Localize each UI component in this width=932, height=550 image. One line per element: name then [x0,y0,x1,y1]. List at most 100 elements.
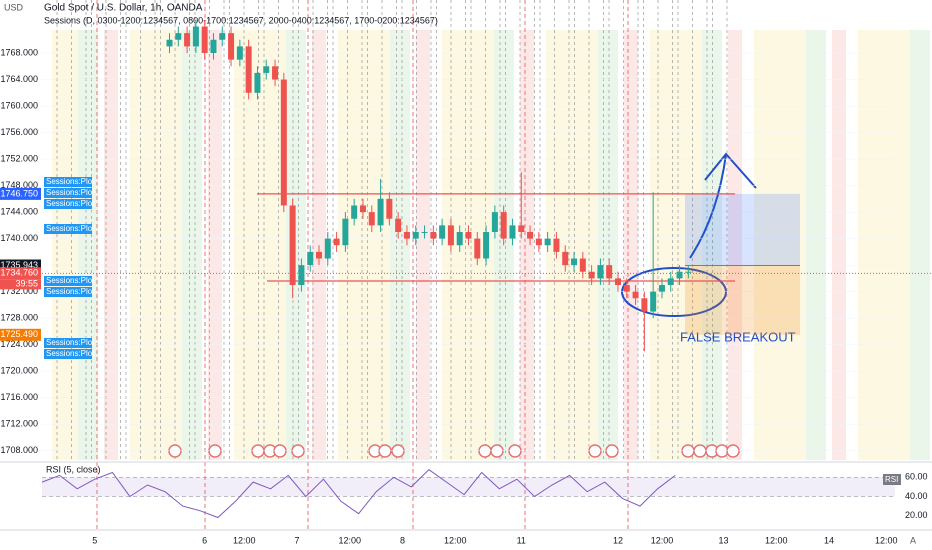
session-label: Sessions:Plot [46,188,95,197]
candle-body [192,26,199,47]
x-tick-label: 14 [824,535,834,545]
session-band [416,30,430,460]
candle-body [412,231,419,239]
price-tag [0,328,41,341]
rsi-band [42,477,895,497]
indicator-title: Sessions (D, 0300-1200:1234567, 0800-170… [44,15,438,25]
event-icon [490,444,504,458]
candle-body [614,278,621,286]
price-tag [0,267,41,280]
rsi-tick-label: 40.00 [905,491,928,501]
candle-body [544,238,551,246]
price-tag-label: 1734.760 [0,268,38,278]
candle-body [500,212,507,239]
x-tick-label: 7 [295,535,300,545]
candle-body [289,205,296,286]
x-tick-label: 11 [517,535,526,545]
candle-body [641,298,648,312]
candle-body [474,238,481,259]
session-band [312,30,326,460]
auto-scale[interactable]: A [910,535,916,545]
x-tick-label: 12 [613,535,623,545]
candle-body [272,66,279,80]
price-tag [0,187,41,200]
session-tag [44,199,92,209]
candle-body [236,46,243,60]
session-band [520,30,534,460]
candle-body [439,225,446,239]
session-label: Sessions:Plot [46,349,95,358]
candle-body [650,291,657,312]
x-tick-label: 8 [400,535,405,545]
candle-body [228,33,235,60]
x-tick-label: 12:00 [444,535,467,545]
event-icon [605,444,619,458]
candle-body [166,39,173,47]
x-tick-label: 5 [92,535,97,545]
event-icon [715,444,729,458]
event-icon [726,444,740,458]
session-band [442,30,468,460]
event-icon [251,444,265,458]
x-tick-label: 6 [202,535,207,545]
session-band [208,30,222,460]
y-tick-label: 1732.000 [0,286,38,296]
y-tick-label: 1728.000 [0,313,38,323]
candle-body [597,265,604,279]
candle-body [342,218,349,246]
x-tick-label: 13 [719,535,729,545]
y-tick-label: 1720.000 [0,366,38,376]
candle-body [210,39,217,54]
candle-body [201,26,208,54]
session-band [338,30,364,460]
session-band [650,30,676,460]
session-tag [44,224,92,234]
candle-body [579,258,586,272]
candle-body [676,271,683,279]
event-icon [291,444,305,458]
currency: USD [4,2,24,12]
session-label: Sessions:Plot [46,338,95,347]
y-tick-label: 1760.000 [0,100,38,110]
session-band [572,30,602,460]
candle-body [509,225,516,239]
session-tag [44,349,92,359]
candle-body [553,238,560,252]
session-band [156,30,186,460]
price-tag-label: 1746.750 [0,188,38,198]
candle-body [316,251,323,259]
candle-body [368,212,375,226]
candle-body [377,198,384,226]
y-tick-label: 1756.000 [0,127,38,137]
session-band [286,30,306,460]
candle-body [298,265,305,286]
candle-body [359,205,366,213]
session-band [806,30,826,460]
rsi-tag-box [883,474,901,485]
session-band [364,30,394,460]
candle-body [527,231,534,239]
annotation: FALSE BREAKOUT [680,329,796,344]
event-icon [208,444,222,458]
freehand-ellipse [621,267,727,317]
candle-body [518,225,525,232]
session-label: Sessions:Plot [46,276,95,285]
y-tick-label: 1748.000 [0,180,38,190]
event-icon [693,444,707,458]
x-tick-label: 12:00 [875,535,898,545]
session-band [234,30,260,460]
countdown: 39:55 [15,279,38,289]
countdown-tag [0,279,41,290]
candle-body [456,231,463,246]
candle-body [430,231,437,239]
session-tag [44,338,92,348]
y-tick-label: 1764.000 [0,74,38,84]
rsi-tick-label: 20.00 [905,510,928,520]
candle-body [685,271,692,273]
candle-body [403,231,410,239]
candle-body [667,278,674,286]
candle-body [175,33,182,40]
y-tick-label: 1712.000 [0,419,38,429]
candle-body [447,225,454,246]
